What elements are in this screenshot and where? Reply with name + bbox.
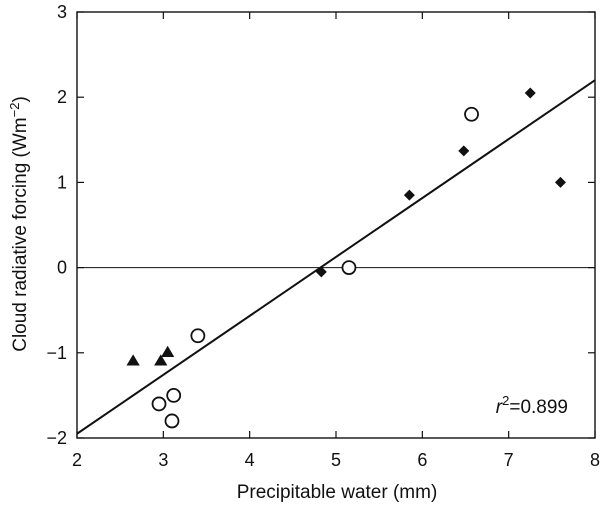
x-tick-label: 3 <box>158 450 168 470</box>
plot-frame <box>76 11 596 439</box>
triangle-point <box>154 354 168 366</box>
diamond-point <box>315 266 327 278</box>
plot-area <box>76 11 596 439</box>
triangle-point <box>161 345 175 357</box>
x-tick-label: 5 <box>331 450 341 470</box>
open-circle-point <box>151 396 167 412</box>
y-tick-label: 1 <box>57 172 67 192</box>
y-axis-title-close: ) <box>10 96 31 102</box>
diamond-point <box>554 176 566 188</box>
diamond-point <box>524 87 536 99</box>
y-tick-label: −1 <box>46 343 67 363</box>
r-value: =0.899 <box>509 397 568 418</box>
r-symbol: r <box>496 397 503 418</box>
y-axis-title-superscript: −2 <box>7 103 22 118</box>
open-circle-point <box>190 328 206 344</box>
axis-ticks: 2 3 4 5 6 7 8 −2 −1 0 1 2 3 <box>46 2 600 470</box>
regression-line <box>76 79 596 435</box>
x-tick-label: 7 <box>504 450 514 470</box>
y-axis-title: Cloud radiative forcing (Wm−2) <box>7 96 31 352</box>
x-tick-label: 4 <box>245 450 255 470</box>
x-tick-label: 2 <box>72 450 82 470</box>
x-tick-label: 8 <box>590 450 600 470</box>
y-axis-title-main: Cloud radiative forcing (Wm <box>10 117 31 351</box>
triangle-point <box>126 354 140 366</box>
open-circle-point <box>341 260 357 276</box>
r-squared-annotation: r2=0.899 <box>496 393 568 418</box>
open-circle-point <box>166 387 182 403</box>
open-circle-point <box>464 106 479 122</box>
diamond-point <box>403 189 415 201</box>
y-tick-label: −2 <box>46 428 67 448</box>
r-superscript: 2 <box>502 393 509 408</box>
x-tick-label: 6 <box>417 450 427 470</box>
x-axis-title: Precipitable water (mm) <box>237 482 438 503</box>
y-tick-label: 3 <box>57 2 67 22</box>
open-circle-point <box>164 413 180 429</box>
data-marks <box>126 87 566 429</box>
y-tick-label: 0 <box>57 258 67 278</box>
diamond-point <box>458 145 470 157</box>
y-tick-label: 2 <box>57 87 67 107</box>
